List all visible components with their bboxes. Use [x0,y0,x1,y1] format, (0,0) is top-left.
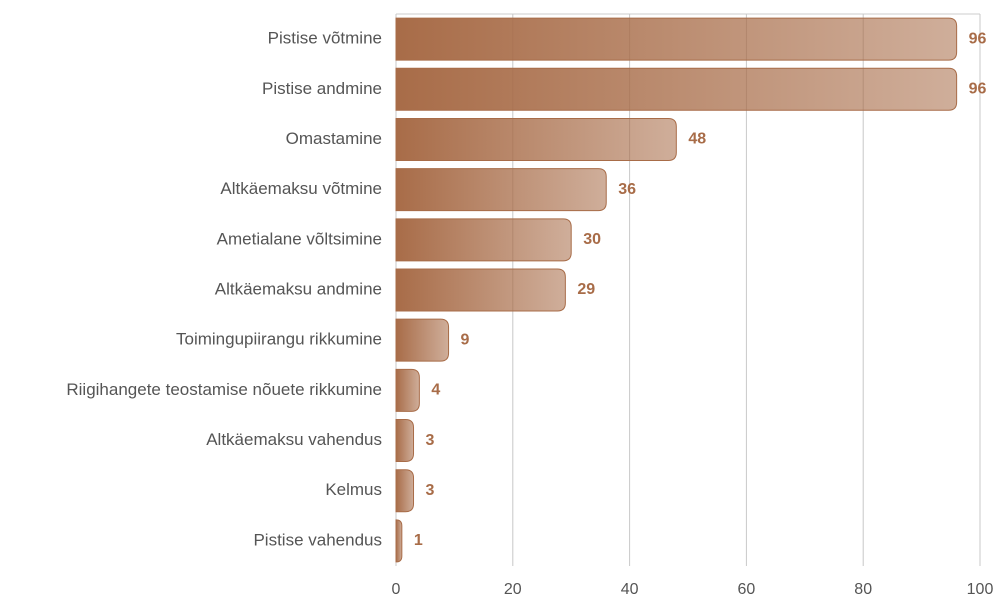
y-tick-label: Pistise vahendus [253,530,382,549]
bar [395,469,415,513]
bar [395,168,607,212]
y-tick-label: Pistise võtmine [268,29,382,48]
bar [395,519,403,563]
bar [395,218,572,262]
bar [395,117,677,161]
y-tick-label: Kelmus [325,480,382,499]
x-tick-label: 100 [967,581,994,598]
bar [395,67,958,111]
bar [395,17,958,61]
y-tick-label: Toimingupiirangu rikkumine [176,330,382,349]
value-label: 3 [426,432,435,449]
x-tick-label: 40 [621,581,639,598]
bar [395,268,566,312]
value-label: 4 [431,382,440,399]
bar [395,318,450,362]
value-label: 48 [688,131,706,148]
x-tick-label: 60 [738,581,756,598]
y-tick-label: Pistise andmine [262,79,382,98]
bar [395,419,415,463]
bar [395,368,420,412]
value-label: 3 [426,482,435,499]
value-label: 36 [618,181,636,198]
value-label: 29 [577,281,595,298]
y-tick-label: Riigihangete teostamise nõuete rikkumine [66,380,382,399]
value-label: 96 [969,30,987,47]
value-label: 9 [461,331,470,348]
x-tick-label: 20 [504,581,522,598]
y-tick-label: Omastamine [286,129,382,148]
y-tick-label: Altkäemaksu võtmine [220,179,382,198]
y-tick-label: Ametialane võltsimine [217,229,382,248]
value-label: 96 [969,80,987,97]
value-label: 1 [414,532,423,549]
y-tick-label: Altkäemaksu andmine [215,279,382,298]
value-label: 30 [583,231,601,248]
x-tick-label: 80 [854,581,872,598]
y-tick-label: Altkäemaksu vahendus [206,430,382,449]
x-tick-label: 0 [392,581,401,598]
